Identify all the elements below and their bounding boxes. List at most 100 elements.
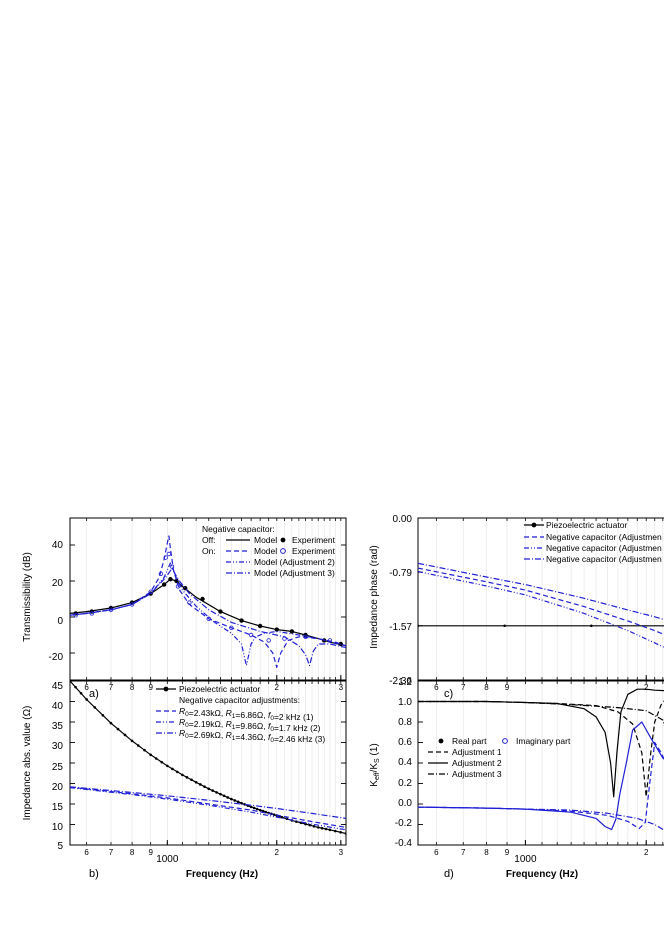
panel-a-series-line [70, 562, 346, 667]
x-tick-label: 3 [339, 683, 344, 692]
panel-d-ytick: 0.2 [398, 778, 412, 789]
panel-b-marker [149, 753, 152, 757]
panel-d-label: d) [444, 868, 454, 880]
panel-b-marker [249, 805, 253, 809]
panel-a-ytick: 20 [52, 578, 64, 589]
panel-b-frame [69, 680, 347, 846]
panel-b-ytick: 35 [52, 721, 64, 732]
panel-c-marker [590, 624, 593, 628]
panel-a-series-line [70, 567, 346, 667]
x-tick-label: 9 [148, 848, 153, 857]
x-tick-label: 8 [484, 683, 489, 692]
panel-d-ytick: -0.2 [395, 818, 413, 829]
panel-a-data-point [266, 638, 271, 643]
panel-a-ylabel: Transmissibility (dB) [22, 552, 33, 642]
panel-b-marker [333, 829, 337, 833]
panel-b-ytick: 25 [52, 762, 64, 773]
panel-b-marker [101, 714, 105, 717]
x-tick-label: 6 [434, 683, 439, 692]
panel-d-legend-adj3: Adjustment 3 [452, 769, 502, 779]
panel-a-legend-adj3: Model (Adjustment 3) [254, 568, 335, 578]
panel-d-legend-imag: Imaginary part [516, 736, 571, 746]
panel-d-ytick: 0.0 [398, 798, 412, 809]
grid-lines [86, 518, 664, 845]
panel-b-marker [160, 760, 164, 764]
panel-d-xlabel: Frequency (Hz) [506, 869, 578, 880]
panel-a-ytick: 40 [52, 540, 64, 551]
panel-c-series-group [418, 562, 664, 648]
panel-b-marker [109, 721, 113, 725]
panel-b-marker [328, 828, 332, 832]
panel-b-ytick: 40 [52, 701, 64, 712]
panel-c-ytick: -2.36 [389, 676, 412, 687]
panel-b-marker [79, 692, 83, 695]
panel-b-marker [181, 773, 184, 777]
x-tick-label: 3 [339, 848, 344, 857]
panel-b-marker [93, 706, 97, 709]
panel-a-legend-on: On: [202, 546, 216, 556]
panel-a-data-point [175, 584, 181, 589]
panel-c-series-line [418, 570, 664, 648]
panel-d-series-line [418, 806, 664, 831]
panel-b-marker [252, 806, 256, 810]
panel-d-legend-real: Real part [452, 736, 487, 746]
panel-b-legend-adj1: R0=2.43kΩ, R1=6.86Ω, f0=2 kHz (1) [179, 706, 314, 722]
panel-b-marker [171, 767, 174, 771]
panel-b-marker [154, 757, 158, 760]
panel-d-series-line [418, 700, 664, 727]
x-tick-label: 7 [109, 683, 114, 692]
panel-b-marker [230, 797, 233, 801]
panel-b-marker [166, 764, 169, 768]
panel-a-legend-exp-off-marker [280, 537, 286, 543]
panel-d-ytick: 1.0 [398, 697, 412, 708]
panel-a-data-point [187, 600, 192, 605]
panel-a-data-point [289, 629, 295, 634]
panel-b-marker [339, 830, 342, 834]
panel-a-data-point [129, 602, 135, 607]
panel-c-legend-piezo-marker [531, 522, 537, 528]
panel-b-marker [258, 808, 262, 812]
x-tick-label: 9 [505, 683, 510, 692]
panel-a-data-point [158, 571, 164, 576]
panel-a-legend-model-on: Model [254, 546, 277, 556]
panel-b-xlabel: Frequency (Hz) [186, 869, 258, 880]
panel-a-data-point [161, 582, 167, 587]
panel-b-ytick: 45 [52, 681, 64, 692]
panel-b-marker [199, 783, 202, 786]
x-tick-label: 8 [130, 683, 135, 692]
panel-c-legend-adj1: Negative capacitor (Adjustmen [546, 532, 662, 542]
panel-b-marker [219, 792, 222, 796]
panel-b-marker [130, 739, 134, 743]
panel-d-ytick: 1.2 [398, 677, 412, 688]
panel-a-data-point [148, 589, 153, 594]
panel-a-data-point [239, 618, 244, 623]
x-tick-label: 2 [275, 683, 280, 692]
panel-b-marker [203, 785, 206, 788]
panel-c-marker [503, 624, 506, 628]
panel-a-data-point [218, 609, 223, 614]
x-tick-label: 9 [148, 683, 153, 692]
panel-b-legend-adj2: R0=2.19kΩ, R1=9.86Ω, f0=1.7 kHz (2) [179, 717, 321, 733]
panel-a-label: a) [89, 688, 99, 700]
panel-a-legend-off: Off: [202, 535, 216, 545]
panel-b-marker [85, 698, 88, 701]
panel-b-marker [280, 815, 284, 819]
panel-b-marker [194, 780, 198, 784]
panel-d-ytick: -0.4 [395, 838, 413, 849]
panel-a-data-point [206, 616, 211, 621]
panel-d-series-group [418, 688, 664, 831]
x-tick-label: 2 [644, 683, 649, 692]
panel-b-ylabel: Impedance abs. value (Ω) [22, 706, 33, 821]
x-tick-label: 8 [130, 848, 135, 857]
panel-b-label: b) [89, 868, 99, 880]
x-tick-label: 6 [434, 848, 439, 857]
panel-b-series-line [70, 787, 346, 831]
panel-b-marker [74, 685, 77, 689]
panel-c-label: c) [444, 688, 453, 700]
panel-b-marker [207, 787, 211, 791]
panel-a-data-point [327, 638, 333, 643]
panel-b-ytick: 10 [52, 822, 64, 833]
panel-c-ytick: -1.57 [389, 622, 412, 633]
panel-c-frame [417, 517, 664, 681]
